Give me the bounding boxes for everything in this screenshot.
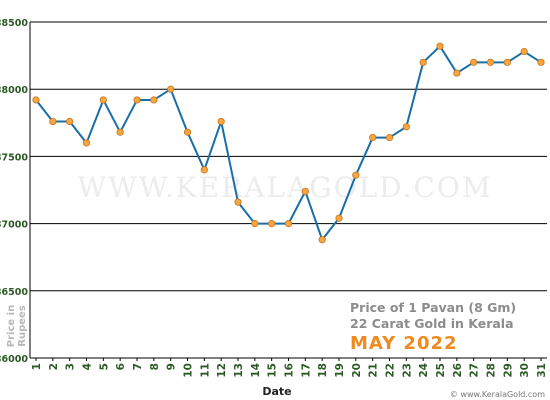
data-point bbox=[453, 69, 461, 77]
y-tick-label: 36000 bbox=[0, 354, 28, 365]
y-axis-label-line-1: Price in bbox=[6, 305, 17, 347]
period-label: MAY 2022 bbox=[350, 333, 458, 354]
data-point bbox=[251, 220, 259, 228]
series-line bbox=[35, 45, 542, 241]
y-tick-label: 37000 bbox=[0, 220, 28, 231]
footer-credit: © www.KeralaGold.com bbox=[450, 390, 545, 399]
data-point bbox=[436, 42, 444, 50]
x-tick-label: 18 bbox=[317, 363, 329, 378]
data-point bbox=[369, 133, 377, 142]
subtitle-line-2: 22 Carat Gold in Kerala bbox=[350, 316, 514, 331]
x-tick-label: 21 bbox=[368, 363, 380, 378]
x-tick-label: 22 bbox=[385, 363, 397, 378]
x-tick-label: 19 bbox=[334, 363, 346, 378]
data-point bbox=[217, 117, 225, 126]
y-tick-label: 36500 bbox=[0, 287, 28, 298]
x-tick-label: 14 bbox=[250, 363, 262, 378]
x-tick-label: 7 bbox=[132, 363, 144, 370]
data-point bbox=[419, 58, 427, 66]
x-tick-label: 2 bbox=[48, 363, 60, 370]
x-axis-label: Date bbox=[262, 385, 291, 398]
data-point bbox=[352, 171, 360, 179]
x-tick-label: 5 bbox=[98, 363, 110, 370]
data-point bbox=[520, 47, 528, 56]
y-tick-label: 38500 bbox=[0, 18, 28, 29]
subtitle-line-1: Price of 1 Pavan (8 Gm) bbox=[350, 300, 516, 315]
data-point bbox=[301, 187, 309, 195]
data-point bbox=[66, 117, 74, 126]
x-tick-label: 24 bbox=[418, 363, 430, 378]
x-tick-label: 6 bbox=[115, 363, 127, 370]
data-point bbox=[99, 96, 107, 104]
x-tick-label: 31 bbox=[536, 363, 548, 378]
x-tick-label: 9 bbox=[166, 363, 178, 370]
y-axis-label-line-2: Rupees bbox=[17, 305, 28, 347]
axes bbox=[29, 22, 547, 359]
x-tick-label: 20 bbox=[351, 363, 363, 378]
x-tick-label: 23 bbox=[401, 363, 413, 378]
y-tick-label: 37500 bbox=[0, 152, 28, 163]
data-point bbox=[284, 220, 293, 228]
data-point bbox=[32, 96, 40, 104]
data-point bbox=[167, 85, 175, 93]
y-axis-ticks: 36000 36500 37000 37500 38000 38500 bbox=[0, 18, 28, 365]
x-tick-label: 3 bbox=[65, 363, 77, 370]
data-point bbox=[537, 58, 545, 66]
x-tick-label: 26 bbox=[452, 363, 464, 378]
x-tick-label: 30 bbox=[519, 363, 531, 378]
x-tick-label: 1 bbox=[31, 363, 43, 370]
data-point bbox=[318, 236, 326, 244]
data-point bbox=[385, 133, 394, 142]
x-tick-label: 28 bbox=[486, 363, 498, 378]
x-tick-label: 12 bbox=[216, 363, 228, 378]
data-point bbox=[268, 220, 276, 228]
data-point bbox=[49, 117, 57, 126]
x-tick-label: 25 bbox=[435, 363, 447, 378]
x-tick-label: 8 bbox=[149, 363, 161, 370]
data-point bbox=[470, 58, 478, 66]
data-point bbox=[503, 58, 511, 66]
watermark: WWW.KERALAGOLD.COM bbox=[77, 171, 492, 204]
data-point bbox=[133, 96, 141, 104]
data-points bbox=[32, 42, 545, 244]
data-point bbox=[150, 96, 158, 104]
y-tick-label: 38000 bbox=[0, 85, 28, 96]
data-point bbox=[402, 123, 410, 131]
data-point bbox=[234, 198, 242, 206]
x-tick-label: 4 bbox=[82, 363, 94, 370]
x-tick-label: 27 bbox=[469, 363, 481, 378]
x-tick-label: 16 bbox=[284, 363, 296, 378]
x-axis-ticks: 1 2 3 4 5 6 7 8 9 10 11 12 13 14 15 16 17 18 19 20 21 22 23 24 2… bbox=[31, 358, 548, 378]
x-tick-label: 15 bbox=[267, 363, 279, 378]
data-point bbox=[200, 166, 208, 174]
x-tick-label: 13 bbox=[233, 363, 245, 378]
data-point bbox=[335, 214, 343, 222]
x-tick-label: 29 bbox=[502, 363, 514, 378]
data-point bbox=[116, 128, 124, 136]
data-point bbox=[183, 128, 192, 136]
series-polyline bbox=[35, 45, 542, 241]
x-tick-label: 10 bbox=[183, 363, 195, 378]
x-tick-label: 11 bbox=[199, 363, 211, 378]
data-point bbox=[486, 58, 495, 66]
data-point bbox=[82, 139, 91, 147]
x-tick-label: 17 bbox=[300, 363, 312, 378]
